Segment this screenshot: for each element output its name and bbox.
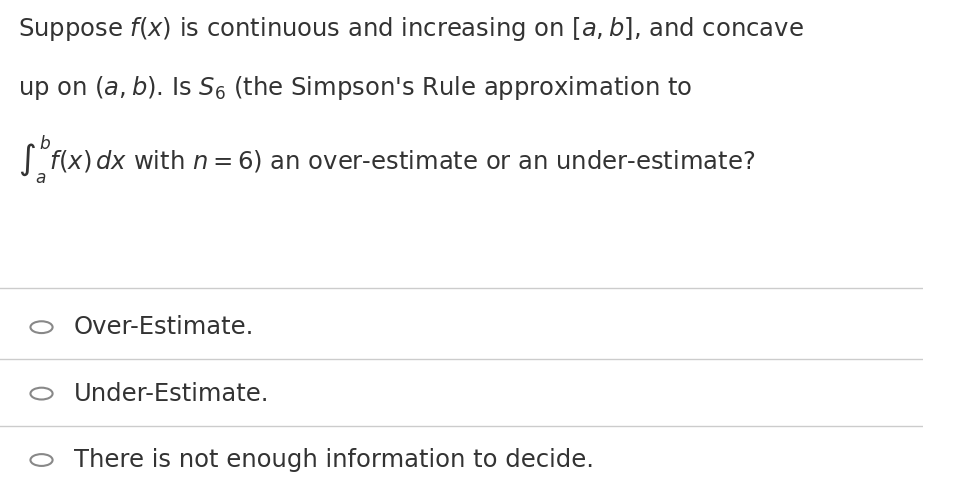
Text: Over-Estimate.: Over-Estimate. [74, 315, 254, 339]
Text: up on $(a, b)$. Is $S_6$ (the Simpson's Rule approximation to: up on $(a, b)$. Is $S_6$ (the Simpson's … [18, 74, 692, 102]
Text: There is not enough information to decide.: There is not enough information to decid… [74, 448, 594, 472]
Text: Suppose $f(x)$ is continuous and increasing on $[a, b]$, and concave: Suppose $f(x)$ is continuous and increas… [18, 15, 804, 43]
Text: Under-Estimate.: Under-Estimate. [74, 382, 269, 405]
Text: $\int_a^b f(x)\, dx$ with $n = 6$) an over-estimate or an under-estimate?: $\int_a^b f(x)\, dx$ with $n = 6$) an ov… [18, 133, 755, 185]
